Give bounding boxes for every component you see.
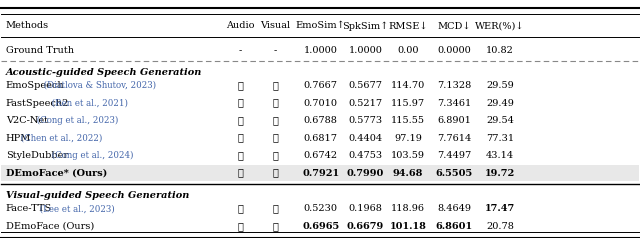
Text: ✓: ✓ xyxy=(273,99,278,108)
Text: ✗: ✗ xyxy=(237,204,243,213)
Text: ✓: ✓ xyxy=(273,222,278,231)
Text: DEmoFace (Ours): DEmoFace (Ours) xyxy=(6,222,94,231)
Text: 7.7614: 7.7614 xyxy=(437,134,471,143)
Text: 29.54: 29.54 xyxy=(486,116,514,125)
Text: 0.5677: 0.5677 xyxy=(348,81,382,90)
Text: 19.72: 19.72 xyxy=(485,169,515,178)
Text: HPM: HPM xyxy=(6,134,31,143)
Text: 20.78: 20.78 xyxy=(486,222,514,231)
Text: DEmoFace* (Ours): DEmoFace* (Ours) xyxy=(6,169,107,178)
Text: 6.5505: 6.5505 xyxy=(435,169,473,178)
Text: 10.82: 10.82 xyxy=(486,46,514,55)
Text: 0.7667: 0.7667 xyxy=(303,81,338,90)
Text: (Diatlova & Shutov, 2023): (Diatlova & Shutov, 2023) xyxy=(42,81,157,90)
Text: EmoSpeech: EmoSpeech xyxy=(6,81,65,90)
Text: 1.0000: 1.0000 xyxy=(348,46,382,55)
Text: ✓: ✓ xyxy=(237,169,243,178)
Text: 7.4497: 7.4497 xyxy=(437,151,471,160)
Text: 115.55: 115.55 xyxy=(391,116,425,125)
Text: 77.31: 77.31 xyxy=(486,134,514,143)
Text: ✓: ✓ xyxy=(237,151,243,160)
Text: 103.59: 103.59 xyxy=(391,151,425,160)
Text: 0.5217: 0.5217 xyxy=(348,99,383,108)
Text: FastSpeech2: FastSpeech2 xyxy=(6,99,69,108)
Text: StyleDubber: StyleDubber xyxy=(6,151,68,160)
FancyBboxPatch shape xyxy=(1,165,639,181)
Text: ✗: ✗ xyxy=(237,222,243,231)
Text: 8.4649: 8.4649 xyxy=(437,204,471,213)
Text: V2C-Net: V2C-Net xyxy=(6,116,48,125)
Text: 6.8601: 6.8601 xyxy=(436,222,473,231)
Text: -: - xyxy=(274,46,277,55)
Text: Face-TTS: Face-TTS xyxy=(6,204,52,213)
Text: Ground Truth: Ground Truth xyxy=(6,46,74,55)
Text: 97.19: 97.19 xyxy=(394,134,422,143)
Text: 7.1328: 7.1328 xyxy=(437,81,471,90)
Text: ✗: ✗ xyxy=(273,81,278,90)
Text: (Ren et al., 2021): (Ren et al., 2021) xyxy=(49,99,129,108)
Text: ✓: ✓ xyxy=(237,116,243,125)
Text: 0.7921: 0.7921 xyxy=(302,169,339,178)
Text: WER(%)↓: WER(%)↓ xyxy=(476,21,525,30)
Text: Visual: Visual xyxy=(260,21,291,30)
Text: 0.4404: 0.4404 xyxy=(348,134,383,143)
Text: Methods: Methods xyxy=(6,21,49,30)
Text: 43.14: 43.14 xyxy=(486,151,514,160)
Text: (Lee et al., 2023): (Lee et al., 2023) xyxy=(38,204,115,213)
Text: 115.97: 115.97 xyxy=(391,99,425,108)
Text: 0.5773: 0.5773 xyxy=(348,116,383,125)
Text: (Cong et al., 2023): (Cong et al., 2023) xyxy=(33,116,118,125)
Text: 0.4753: 0.4753 xyxy=(348,151,383,160)
Text: ✓: ✓ xyxy=(237,81,243,90)
Text: RMSE↓: RMSE↓ xyxy=(388,21,428,30)
Text: 0.7990: 0.7990 xyxy=(347,169,384,178)
Text: ✓: ✓ xyxy=(273,134,278,143)
Text: 94.68: 94.68 xyxy=(393,169,423,178)
Text: 0.6742: 0.6742 xyxy=(303,151,338,160)
Text: ✓: ✓ xyxy=(273,204,278,213)
Text: Audio: Audio xyxy=(226,21,255,30)
Text: Acoustic-guided Speech Generation: Acoustic-guided Speech Generation xyxy=(6,68,202,77)
Text: 29.49: 29.49 xyxy=(486,99,514,108)
Text: 17.47: 17.47 xyxy=(485,204,515,213)
Text: 7.3461: 7.3461 xyxy=(437,99,471,108)
Text: 0.0000: 0.0000 xyxy=(437,46,471,55)
Text: -: - xyxy=(239,46,242,55)
Text: ✓: ✓ xyxy=(237,134,243,143)
Text: 0.6679: 0.6679 xyxy=(347,222,384,231)
Text: ✓: ✓ xyxy=(273,116,278,125)
Text: MCD↓: MCD↓ xyxy=(437,21,471,30)
Text: 0.1968: 0.1968 xyxy=(348,204,382,213)
Text: ✓: ✓ xyxy=(273,169,278,178)
Text: (Cong et al., 2024): (Cong et al., 2024) xyxy=(49,151,134,160)
Text: 118.96: 118.96 xyxy=(391,204,425,213)
Text: 1.0000: 1.0000 xyxy=(304,46,337,55)
Text: (Chen et al., 2022): (Chen et al., 2022) xyxy=(18,134,102,143)
Text: 0.6788: 0.6788 xyxy=(304,116,337,125)
Text: 0.7010: 0.7010 xyxy=(303,99,338,108)
Text: SpkSim↑: SpkSim↑ xyxy=(342,21,388,31)
Text: 101.18: 101.18 xyxy=(390,222,427,231)
Text: ✓: ✓ xyxy=(237,99,243,108)
Text: EmoSim↑: EmoSim↑ xyxy=(296,21,346,30)
Text: 0.6817: 0.6817 xyxy=(303,134,338,143)
Text: 0.5230: 0.5230 xyxy=(303,204,338,213)
Text: 0.00: 0.00 xyxy=(397,46,419,55)
Text: 114.70: 114.70 xyxy=(391,81,425,90)
Text: 6.8901: 6.8901 xyxy=(437,116,471,125)
Text: 0.6965: 0.6965 xyxy=(302,222,339,231)
Text: Visual-guided Speech Generation: Visual-guided Speech Generation xyxy=(6,191,189,200)
Text: 29.59: 29.59 xyxy=(486,81,514,90)
Text: ✓: ✓ xyxy=(273,151,278,160)
